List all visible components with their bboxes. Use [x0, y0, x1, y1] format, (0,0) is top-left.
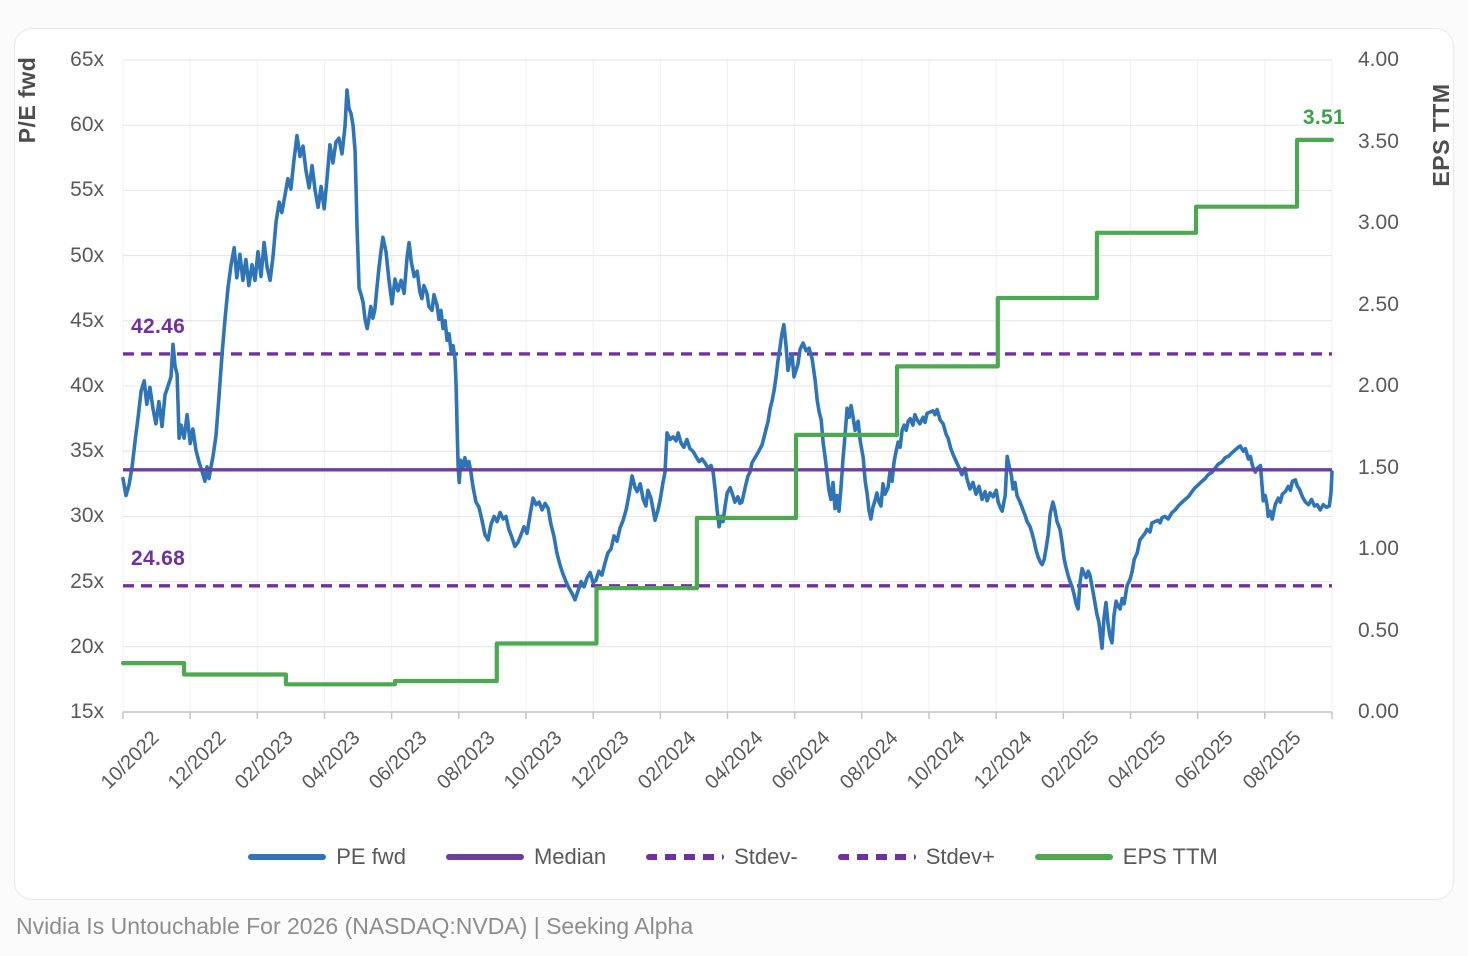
stdev-plus-line-swatch — [837, 854, 916, 860]
stdev-minus-value-label: 24.68 — [131, 546, 186, 570]
legend-label: Stdev- — [734, 844, 798, 869]
y-left-tick-label: 20x — [70, 634, 104, 658]
y-left-tick-label: 25x — [70, 569, 104, 593]
y-left-tick-label: 45x — [70, 308, 104, 332]
legend-label: PE fwd — [336, 844, 406, 869]
y-left-tick-label: 35x — [70, 439, 104, 463]
right-axis-title: EPS TTM — [1428, 83, 1454, 187]
y-left-tick-label: 40x — [70, 374, 104, 397]
eps-ttm-line-swatch — [1034, 854, 1113, 860]
y-left-tick-label: 65x — [70, 48, 104, 71]
chart-legend: PE fwd Median Stdev- Stdev+ EPS TTM — [14, 844, 1452, 870]
pe-fwd-line-swatch — [248, 854, 327, 860]
stdev-minus-line-swatch — [646, 854, 725, 860]
legend-label: EPS TTM — [1122, 844, 1218, 869]
legend-label: Stdev+ — [925, 844, 995, 869]
y-left-tick-label: 15x — [70, 700, 104, 723]
y-right-tick-label: 0.50 — [1358, 618, 1399, 642]
legend-item-median: Median — [445, 844, 607, 870]
stdev-plus-value-label: 42.46 — [131, 314, 186, 338]
y-left-tick-label: 60x — [70, 113, 104, 137]
y-right-tick-label: 3.50 — [1358, 129, 1399, 153]
legend-item-stdev-minus: Stdev- — [646, 844, 798, 870]
y-left-tick-label: 55x — [70, 178, 104, 202]
legend-item-eps-ttm: EPS TTM — [1034, 844, 1218, 870]
article-caption: Nvidia Is Untouchable For 2026 (NASDAQ:N… — [16, 913, 694, 939]
legend-item-stdev-plus: Stdev+ — [837, 844, 995, 870]
y-right-tick-label: 4.00 — [1358, 48, 1399, 71]
legend-item-pe-fwd: PE fwd — [248, 844, 406, 870]
y-right-tick-label: 2.00 — [1358, 374, 1399, 397]
legend-label: Median — [533, 844, 607, 869]
y-left-tick-label: 50x — [70, 243, 104, 267]
median-line-swatch — [445, 854, 524, 860]
eps-last-value-label: 3.51 — [1302, 105, 1345, 129]
y-right-tick-label: 2.50 — [1358, 292, 1399, 316]
y-right-tick-label: 1.50 — [1358, 455, 1399, 479]
y-left-tick-label: 30x — [70, 504, 104, 528]
y-right-tick-label: 0.00 — [1358, 700, 1399, 723]
y-right-tick-label: 3.00 — [1358, 211, 1399, 234]
left-axis-title: P/E fwd — [14, 56, 40, 144]
y-right-tick-label: 1.00 — [1358, 537, 1399, 560]
